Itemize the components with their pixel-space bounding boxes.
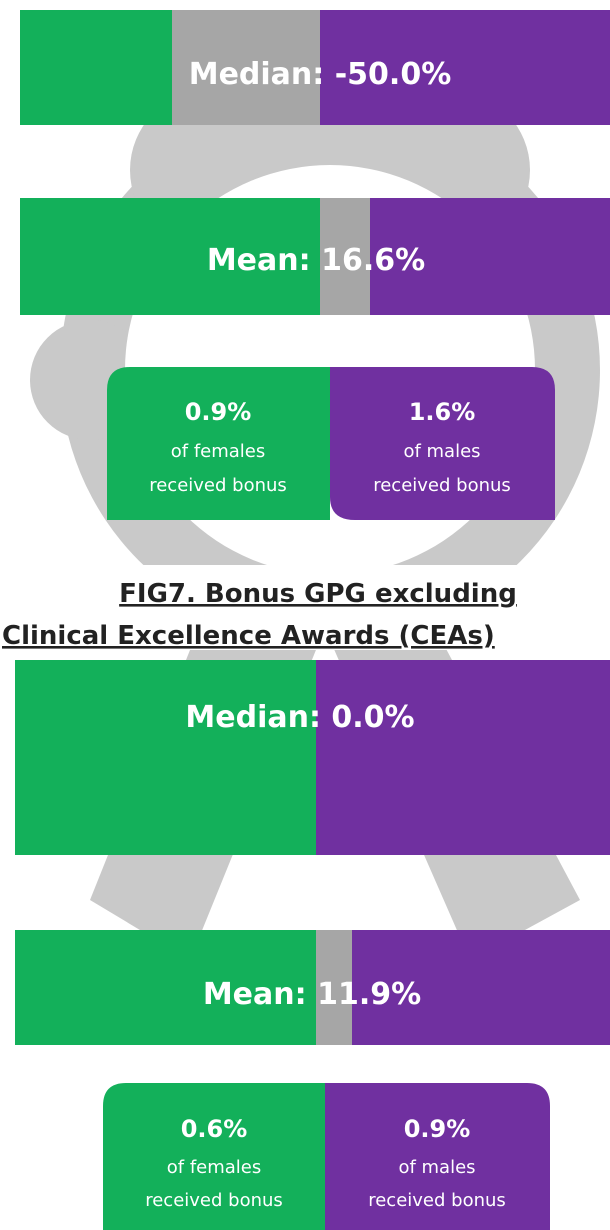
- male-text: of males: [398, 1157, 475, 1178]
- female-text: of females: [167, 1157, 262, 1178]
- bar-label: Median:: [185, 700, 321, 735]
- median-bar: Median: -50.0%: [20, 10, 610, 125]
- male-box: [325, 1083, 550, 1230]
- male-text: of males: [403, 441, 480, 462]
- svg-text:Mean: 11.9%: Mean: 11.9%: [203, 977, 421, 1012]
- female-text: received bonus: [149, 475, 287, 496]
- bar-label: Median:: [189, 57, 325, 92]
- male-text: received bonus: [373, 475, 511, 496]
- female-value: 0.9%: [185, 398, 252, 426]
- title: Clinical Excellence Awards (CEAs): [2, 621, 495, 651]
- recipient-boxes: 0.6% of females received bonus 0.9% of m…: [103, 1083, 550, 1230]
- mean-bar: Mean: 16.6%: [20, 198, 610, 315]
- female-text: of females: [171, 441, 266, 462]
- bar-label: Mean:: [203, 977, 307, 1012]
- female-value: 0.6%: [181, 1115, 248, 1143]
- female-box: [103, 1083, 325, 1230]
- bar-value: -50.0%: [335, 57, 452, 92]
- male-text: received bonus: [368, 1190, 506, 1211]
- recipient-boxes: 0.9% of females received bonus 1.6% of m…: [107, 367, 555, 520]
- bar-value: 16.6%: [321, 243, 425, 278]
- svg-text:Median: -50.0%: Median: -50.0%: [189, 57, 452, 92]
- title: FIG7. Bonus GPG excluding: [119, 579, 517, 609]
- bar-value: 11.9%: [317, 977, 421, 1012]
- bar-value: 0.0%: [331, 700, 414, 735]
- svg-text:Mean: 16.6%: Mean: 16.6%: [207, 243, 425, 278]
- male-value: 0.9%: [404, 1115, 471, 1143]
- female-text: received bonus: [145, 1190, 283, 1211]
- male-value: 1.6%: [409, 398, 476, 426]
- title-backdrop: [0, 565, 610, 650]
- mean-bar: Mean: 11.9%: [15, 930, 610, 1045]
- median-bar: Median: 0.0%: [15, 660, 610, 855]
- bar-label: Mean:: [207, 243, 311, 278]
- svg-text:Median: 0.0%: Median: 0.0%: [185, 700, 414, 735]
- male-box: [330, 367, 555, 520]
- female-box: [107, 367, 330, 520]
